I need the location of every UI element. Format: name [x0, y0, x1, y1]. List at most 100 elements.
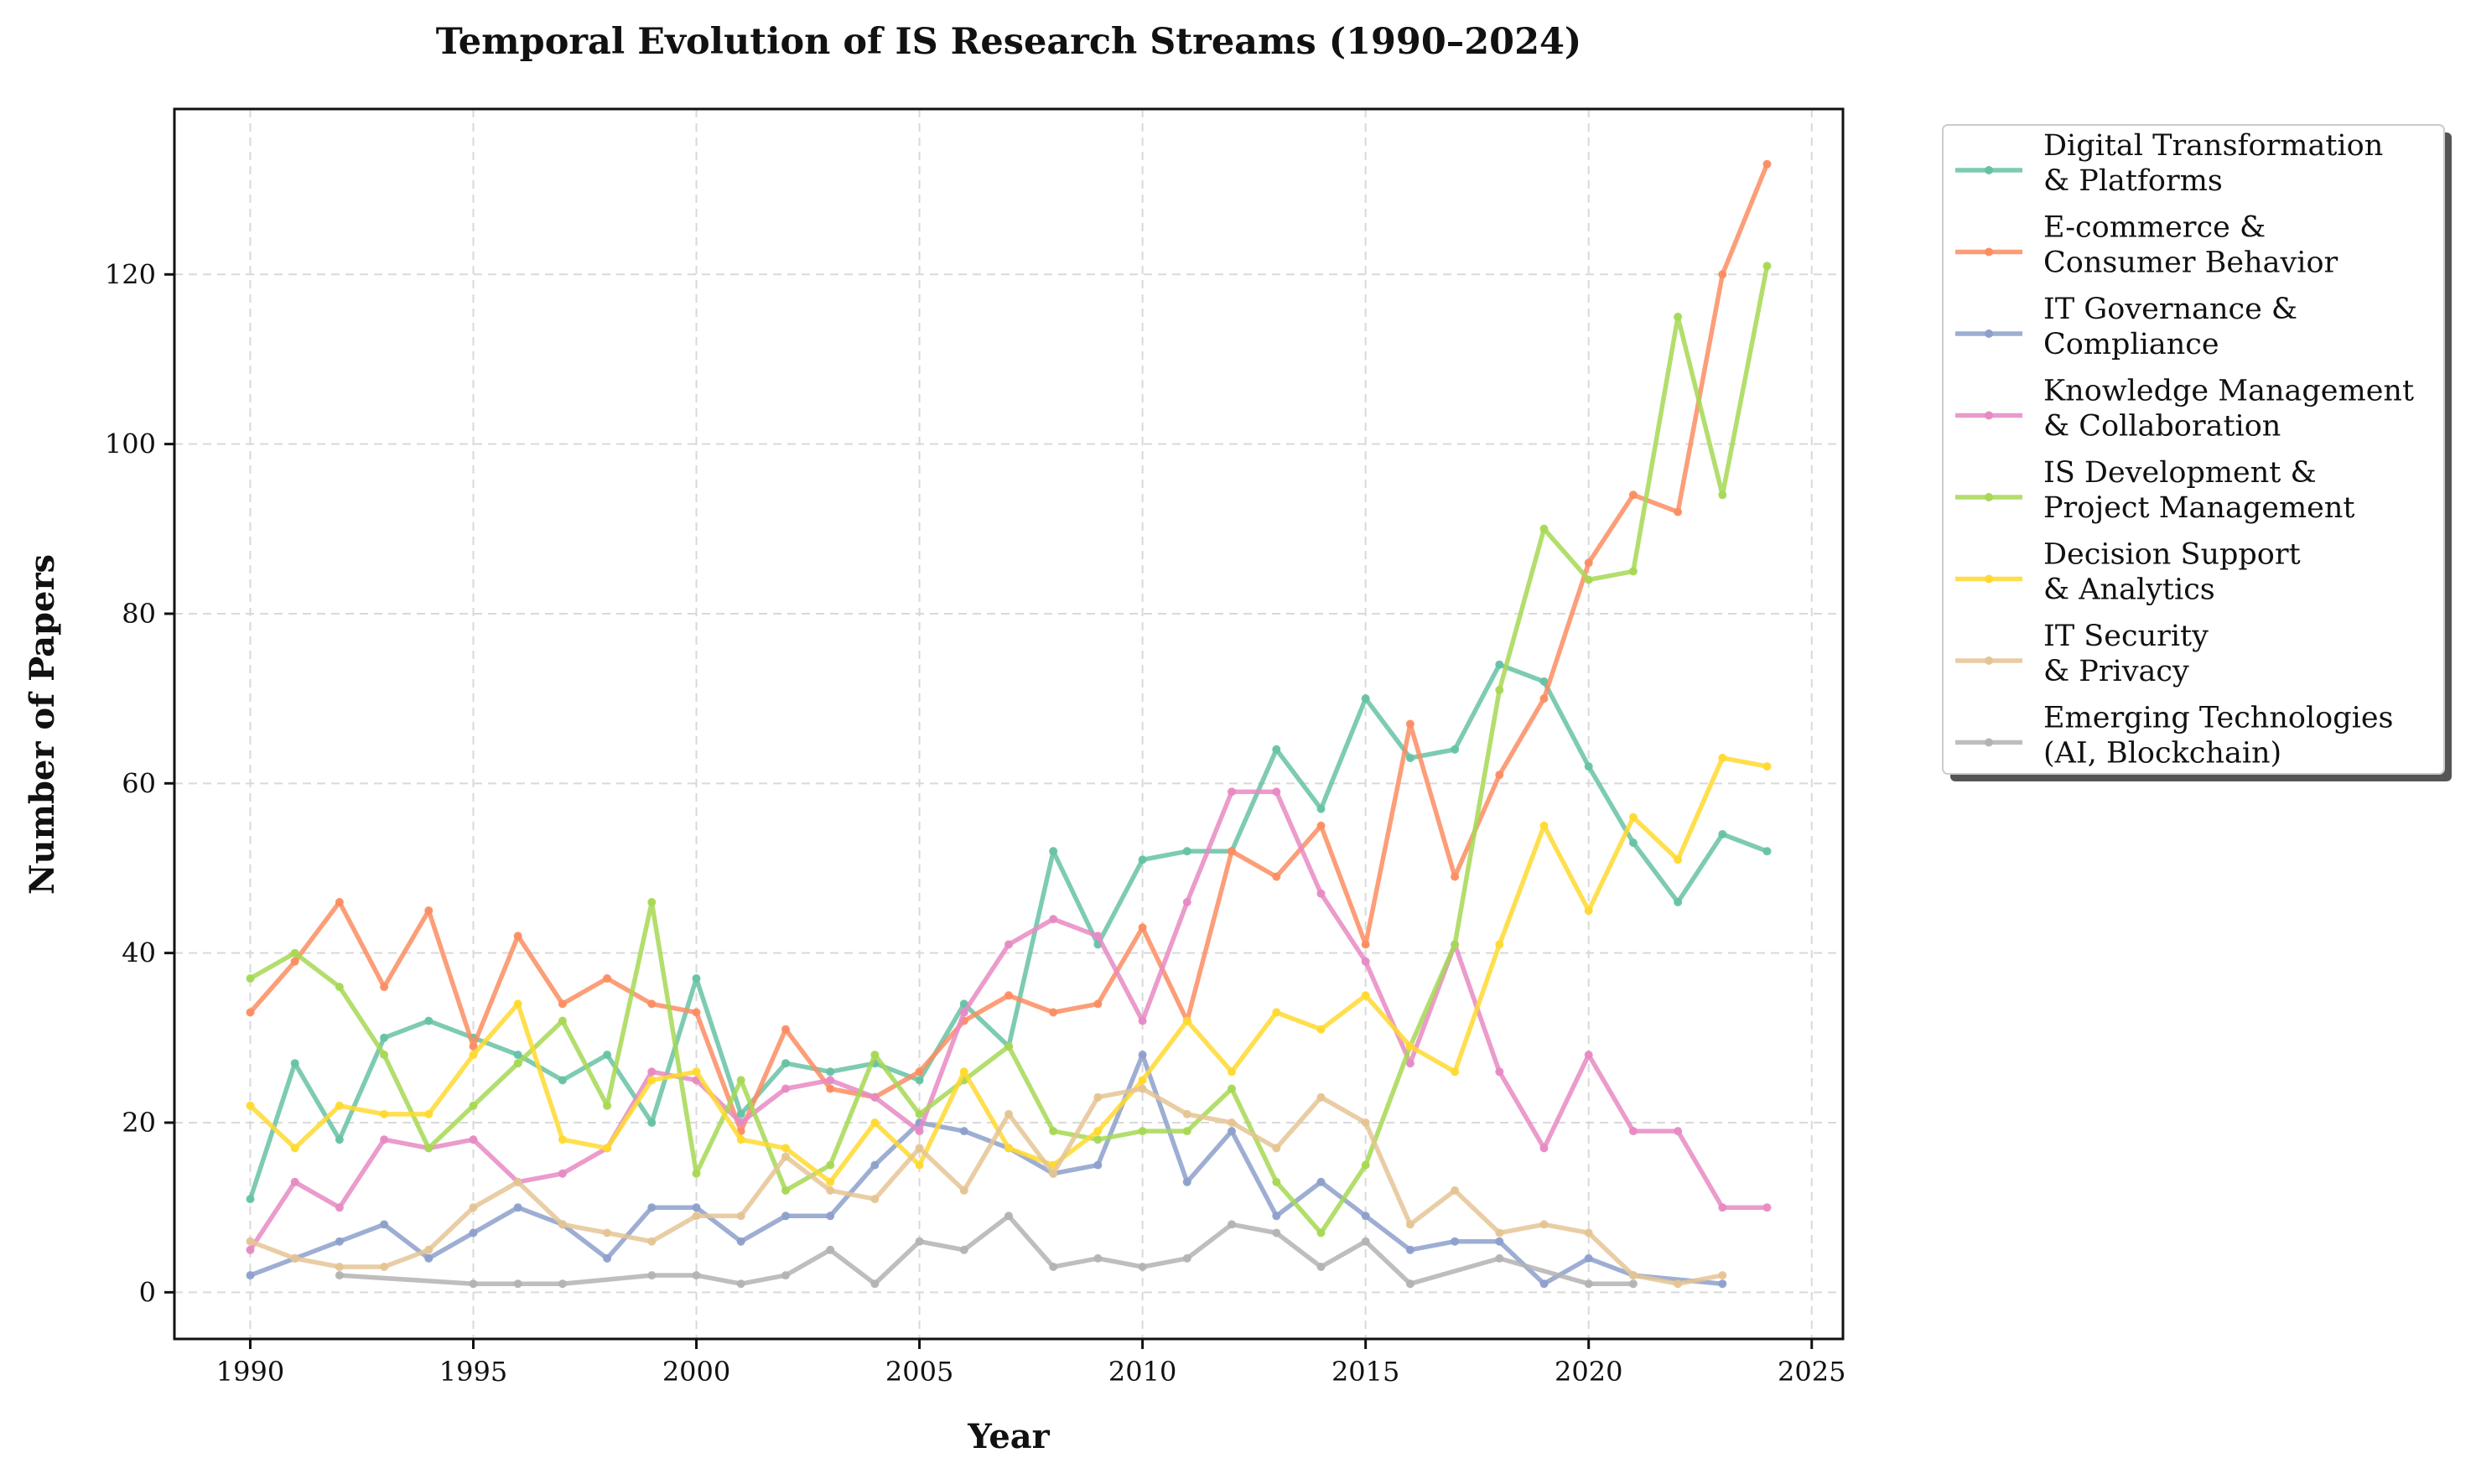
- data-point: [692, 1067, 701, 1077]
- data-point: [1272, 787, 1281, 796]
- data-point: [513, 1051, 522, 1060]
- data-point: [959, 1067, 968, 1077]
- data-point: [1495, 1237, 1504, 1246]
- data-point: [826, 1212, 835, 1221]
- data-point: [647, 1076, 657, 1085]
- data-point: [647, 999, 657, 1009]
- data-point: [1049, 1169, 1058, 1178]
- data-point: [1628, 838, 1638, 848]
- data-point: [1316, 821, 1326, 830]
- data-point: [1049, 915, 1058, 924]
- data-point: [870, 1051, 880, 1060]
- x-tick-label: 2000: [662, 1356, 730, 1388]
- y-tick-label: 20: [122, 1107, 156, 1139]
- data-point: [1093, 1135, 1103, 1144]
- data-point: [1272, 1144, 1281, 1153]
- data-point: [1004, 1109, 1013, 1118]
- data-point: [558, 1076, 567, 1085]
- data-point: [781, 1186, 790, 1195]
- legend-swatch-marker: [1985, 411, 1993, 420]
- data-point: [335, 1271, 344, 1280]
- data-point: [469, 1228, 478, 1238]
- data-point: [1405, 1059, 1414, 1068]
- data-point: [647, 1203, 657, 1212]
- data-point: [1361, 957, 1370, 966]
- data-point: [870, 1160, 880, 1170]
- data-point: [736, 1076, 745, 1085]
- data-point: [335, 1101, 344, 1110]
- data-point: [692, 1203, 701, 1212]
- axis-ticks: 1990 1995 2000 2005 2010 2015 2020 2025 0 20 40 60 8…: [105, 258, 1846, 1388]
- legend-entry: IT Governance & Compliance: [1955, 293, 2297, 361]
- data-point: [1495, 1253, 1504, 1263]
- data-point: [246, 1101, 255, 1110]
- data-point: [1004, 940, 1013, 949]
- data-point: [1451, 872, 1460, 881]
- x-axis-label: Year: [967, 1417, 1050, 1456]
- data-point: [424, 1245, 433, 1254]
- data-point: [380, 1109, 389, 1118]
- data-point: [692, 1271, 701, 1280]
- data-point: [246, 1245, 255, 1254]
- y-tick-label: 120: [105, 258, 156, 290]
- data-point: [647, 1118, 657, 1127]
- data-point: [1584, 1253, 1593, 1263]
- data-point: [1316, 1228, 1326, 1238]
- data-point: [558, 1169, 567, 1178]
- data-point: [959, 1245, 968, 1254]
- data-point: [1674, 898, 1683, 906]
- data-point: [469, 1051, 478, 1060]
- legend-entry: E-commerce & Consumer Behavior: [1955, 211, 2338, 280]
- data-point: [1093, 1253, 1103, 1263]
- data-point: [1628, 1279, 1638, 1289]
- legend-label: IT Governance & Compliance: [2043, 293, 2297, 361]
- data-point: [1316, 889, 1326, 898]
- data-point: [1718, 1279, 1727, 1289]
- data-point: [558, 1220, 567, 1229]
- data-point: [1674, 1127, 1683, 1136]
- data-point: [603, 1228, 612, 1238]
- data-point: [380, 983, 389, 992]
- data-point: [1316, 1092, 1326, 1102]
- data-point: [1182, 1127, 1191, 1136]
- data-point: [647, 1067, 657, 1077]
- data-point: [1584, 1228, 1593, 1238]
- data-point: [380, 1220, 389, 1229]
- data-point: [781, 1084, 790, 1093]
- data-point: [781, 1212, 790, 1221]
- data-point: [781, 1059, 790, 1068]
- data-point: [1584, 906, 1593, 916]
- data-point: [246, 1195, 255, 1204]
- series-group: [246, 159, 1772, 1289]
- data-point: [1272, 1212, 1281, 1221]
- series-4: [246, 787, 1772, 1254]
- data-point: [781, 1152, 790, 1161]
- data-point: [959, 1127, 968, 1136]
- data-point: [290, 1059, 299, 1068]
- data-point: [290, 1177, 299, 1186]
- data-point: [558, 1016, 567, 1025]
- data-point: [1718, 754, 1727, 762]
- data-point: [647, 1237, 657, 1246]
- data-point: [1628, 812, 1638, 822]
- legend-entry: Digital Transformation & Platforms: [1955, 129, 2383, 198]
- x-tick-label: 2020: [1555, 1356, 1622, 1388]
- data-point: [1316, 1263, 1326, 1271]
- data-point: [915, 1067, 924, 1077]
- y-tick-label: 60: [122, 767, 156, 799]
- legend-entry: Emerging Technologies (AI, Blockchain): [1955, 702, 2394, 771]
- data-point: [1451, 1186, 1460, 1195]
- data-point: [335, 1203, 344, 1212]
- data-point: [1584, 558, 1593, 568]
- data-point: [380, 1263, 389, 1271]
- data-point: [915, 1237, 924, 1246]
- legend-label: Emerging Technologies (AI, Blockchain): [2043, 702, 2394, 771]
- data-point: [1093, 1127, 1103, 1136]
- plot-frame: [173, 107, 1845, 1341]
- data-point: [513, 1279, 522, 1289]
- y-axis-label: Number of Papers: [23, 554, 62, 895]
- data-point: [1361, 1237, 1370, 1246]
- series-line: [247, 1086, 1726, 1286]
- data-point: [1361, 1212, 1370, 1221]
- data-point: [692, 1169, 701, 1178]
